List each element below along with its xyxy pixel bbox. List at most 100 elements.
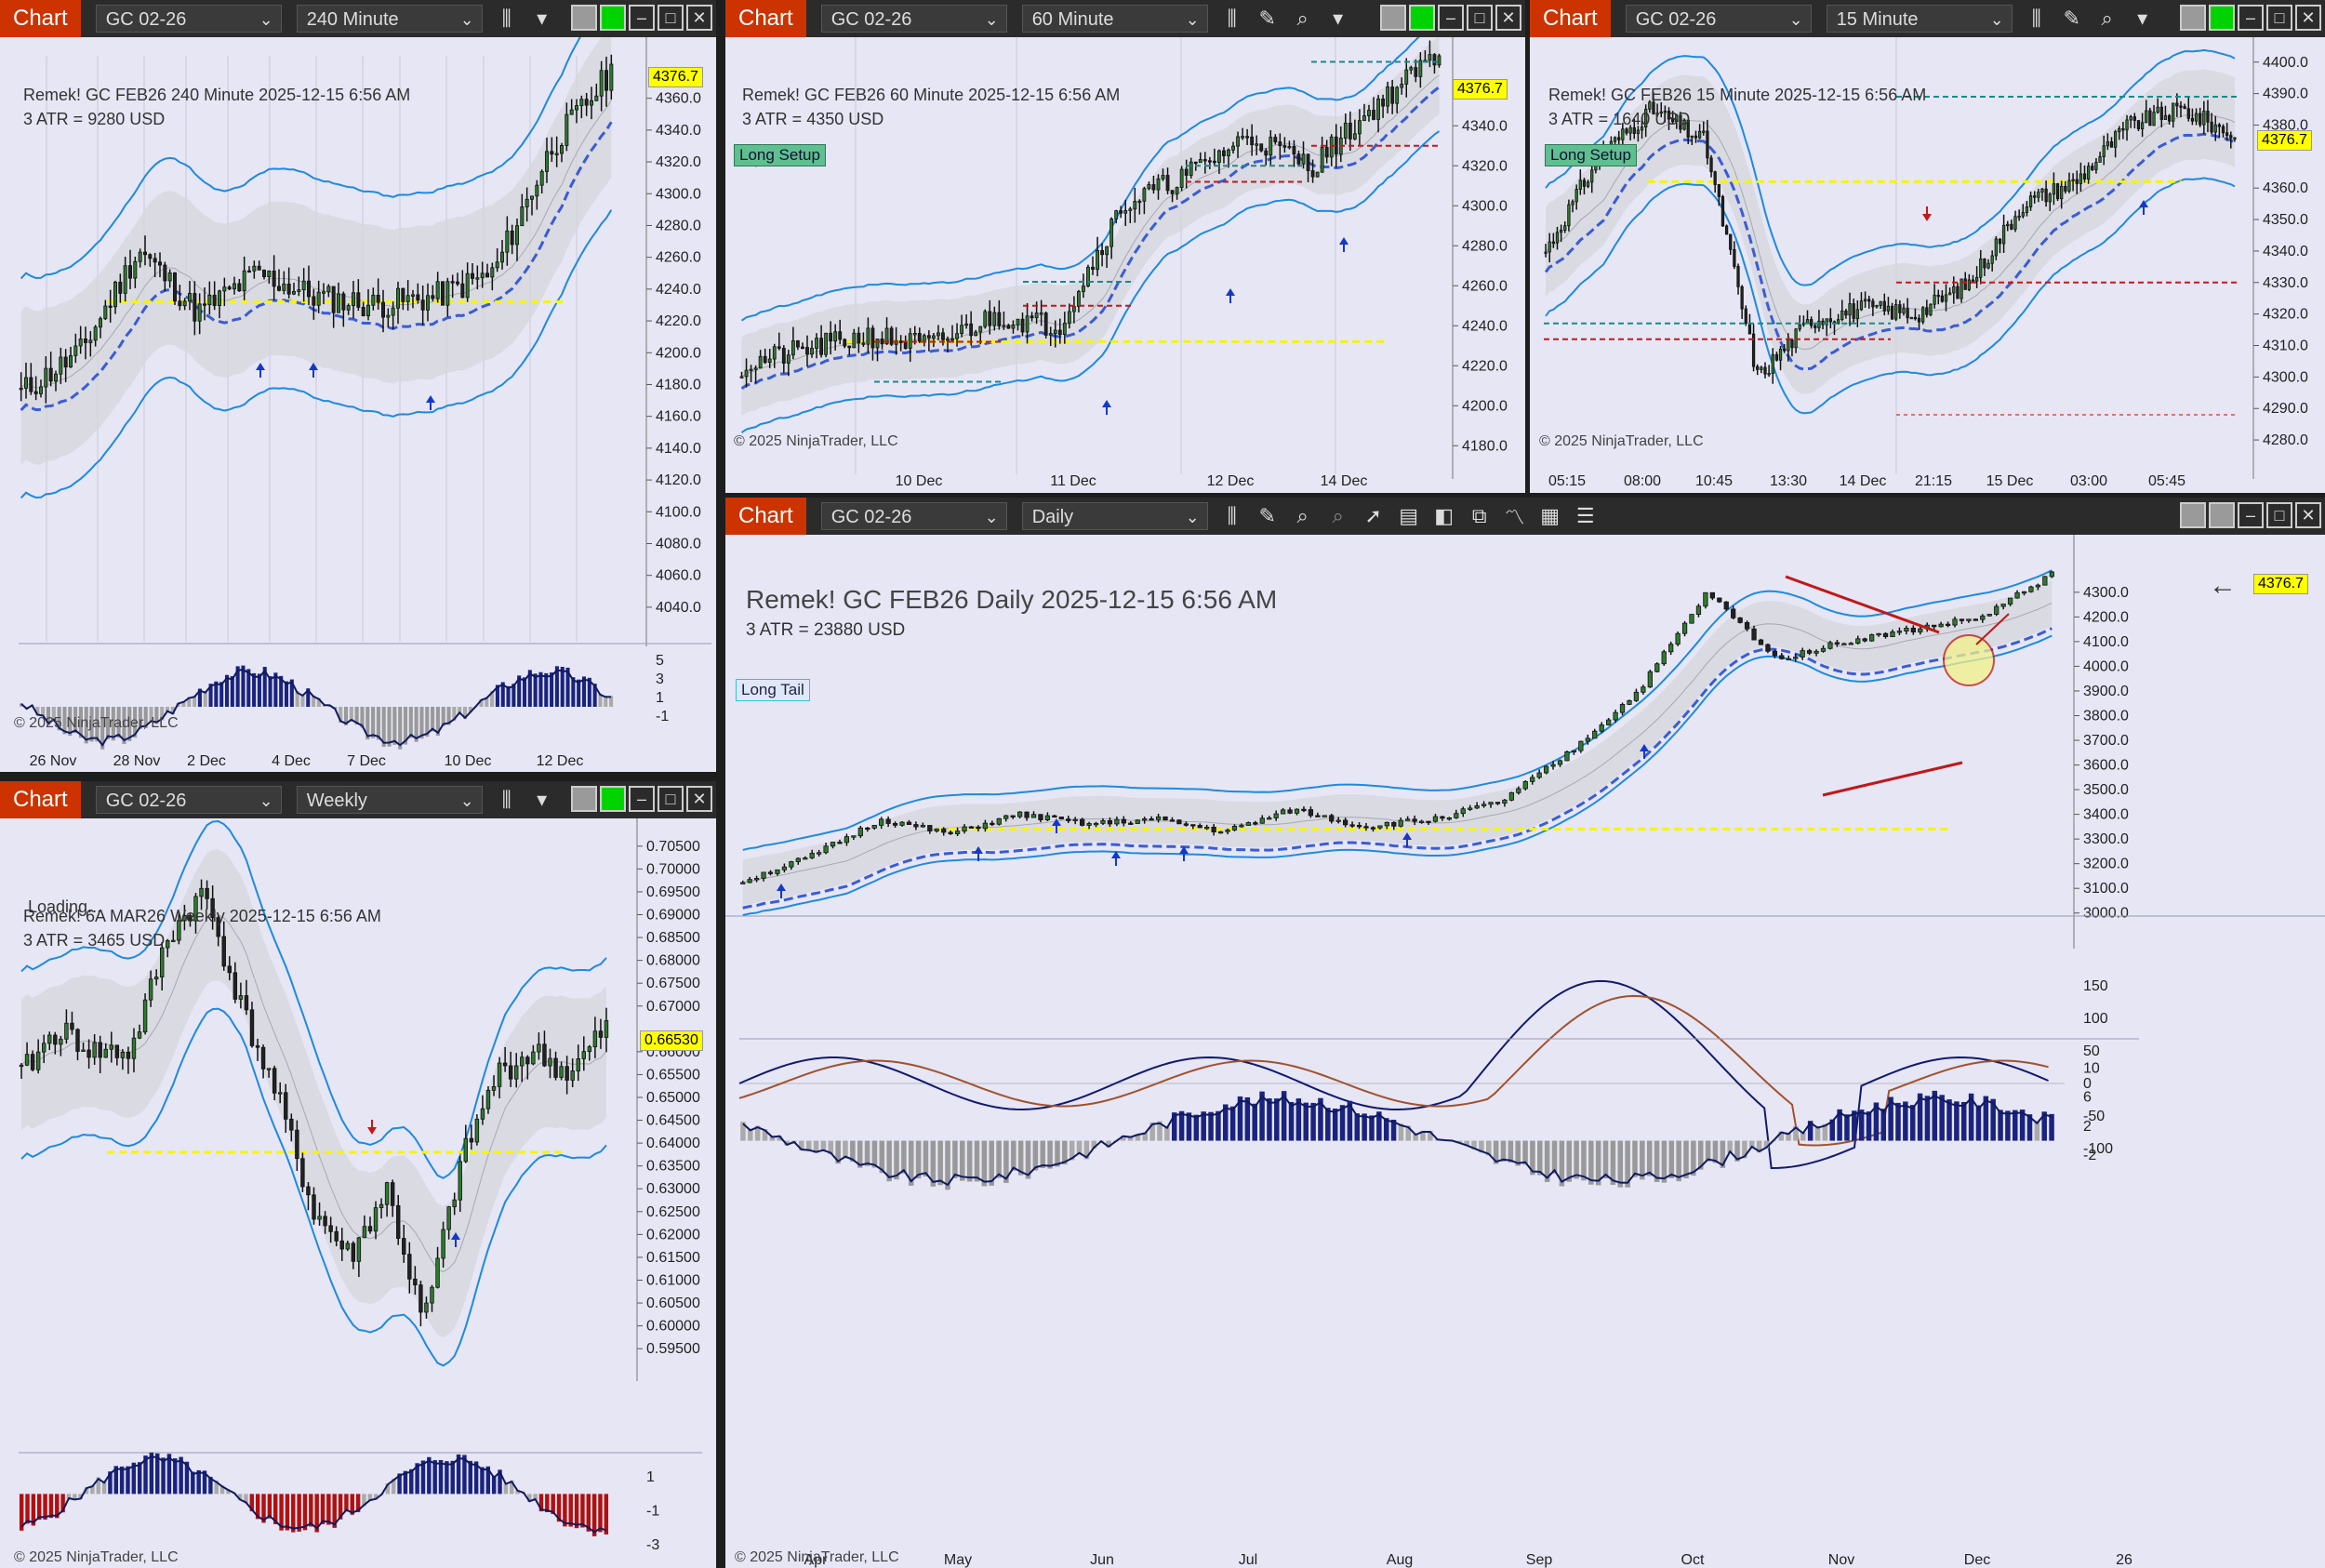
chart-plot-area[interactable]: 4300.0 4200.0 4100.0 4000.0 3900.0 3800.0 3700… (725, 535, 2325, 1568)
link-color-green-button[interactable] (1409, 5, 1435, 31)
chart-menu-button[interactable]: Chart (0, 781, 81, 818)
close-button[interactable]: ✕ (686, 5, 712, 31)
interval-selector[interactable]: 60 Minute ⌄ (1021, 5, 1208, 33)
chart-window-daily[interactable]: Chart GC 02-26 ⌄ Daily ⌄ ⫼ ✎ ⌕ ⌕ ➚ ▤ ◧ ⧉ 〽… (725, 498, 2325, 1568)
price-chart-svg[interactable]: 4300.0 4200.0 4100.0 4000.0 3900.0 3800.0 3700… (725, 535, 2325, 1568)
maximize-button[interactable]: □ (658, 786, 684, 812)
price-chart-svg[interactable]: 4400.0 4390.0 4380.0 4360.0 4350.0 4340.0 4330… (1530, 37, 2325, 493)
histogram-bar (581, 676, 587, 707)
drawing-tool-icon[interactable]: ✎ (2063, 7, 2080, 30)
chart-window-15min[interactable]: Chart GC 02-26 ⌄ 15 Minute ⌄ ⫼ ✎ ⌕ ▾ – □ ✕… (1530, 0, 2325, 493)
price-chart-svg[interactable]: 4360.04340.04320.04300.04280.04260.04240… (0, 37, 716, 772)
link-color-gray-button[interactable] (571, 5, 597, 31)
chevron-down-icon[interactable]: ▾ (537, 7, 548, 30)
interval-selector[interactable]: 240 Minute ⌄ (296, 5, 483, 33)
chart-plot-area[interactable]: 0.70500 0.70000 0.69500 0.69000 0.68500 0.680… (0, 818, 716, 1568)
chart-menu-button[interactable]: Chart (725, 0, 806, 37)
candle-body (2094, 162, 2098, 170)
minimize-button[interactable]: – (1438, 5, 1464, 31)
link-color-gray2-button[interactable] (2209, 502, 2235, 528)
histogram-bar (208, 1476, 213, 1495)
drawing-tool-icon[interactable]: ✎ (1258, 504, 1276, 527)
zoom-in-icon[interactable]: ⌕ (1296, 504, 1309, 527)
histogram-bar (268, 676, 272, 707)
chart-window-240min[interactable]: Chart GC 02-26 ⌄ 240 Minute ⌄ ⫼ ▾ – □ ✕ 43… (0, 0, 716, 772)
pointer-icon[interactable]: ➚ (1364, 504, 1382, 527)
interval-selector[interactable]: 15 Minute ⌄ (1826, 5, 2013, 33)
back-arrow-icon[interactable]: ← (2209, 570, 2237, 601)
bar-type-icon[interactable]: ⫼ (1227, 7, 1237, 30)
histogram-bar (312, 695, 316, 707)
candle-body (1778, 349, 1783, 361)
candle-body (1744, 622, 1750, 630)
chart-menu-button[interactable]: Chart (0, 0, 81, 37)
maximize-button[interactable]: □ (2266, 502, 2292, 528)
chevron-down-icon[interactable]: ▾ (537, 788, 548, 811)
chart-menu-button[interactable]: Chart (725, 498, 806, 535)
maximize-button[interactable]: □ (658, 5, 684, 31)
drawing-tool-icon[interactable]: ✎ (1258, 7, 1276, 30)
histogram-bar (165, 707, 170, 712)
price-chart-svg[interactable]: 4360.04340.04320.04300.04280.04260.04240… (725, 37, 1525, 493)
indicators-icon[interactable]: 〽 (1504, 506, 1525, 529)
zoom-out-icon[interactable]: ⌕ (1332, 504, 1344, 527)
candle-body (1644, 108, 1648, 127)
properties-icon[interactable]: ▦ (1540, 504, 1561, 527)
link-color-green-button[interactable] (600, 5, 626, 31)
maximize-button[interactable]: □ (2266, 5, 2292, 31)
instrument-selector[interactable]: GC 02-26 ⌄ (95, 786, 282, 814)
link-color-gray-button[interactable] (2180, 502, 2206, 528)
chart-plot-area[interactable]: 4360.04340.04320.04300.04280.04260.04240… (725, 37, 1525, 493)
link-color-green-button[interactable] (2209, 5, 2235, 31)
minimize-button[interactable]: – (2238, 5, 2264, 31)
zoom-icon[interactable]: ⌕ (2101, 7, 2113, 30)
chart-window-60min[interactable]: Chart GC 02-26 ⌄ 60 Minute ⌄ ⫼ ✎ ⌕ ▾ – □ ✕… (725, 0, 1525, 493)
templates-icon[interactable]: ◧ (1434, 504, 1455, 527)
histogram-bar (1602, 1140, 1609, 1179)
strategies-icon[interactable]: ⧉ (1471, 504, 1487, 527)
chart-window-weekly[interactable]: Chart GC 02-26 ⌄ Weekly ⌄ ⫼ ▾ – □ ✕ 0.7050… (0, 781, 716, 1568)
close-button[interactable]: ✕ (2295, 5, 2321, 31)
bar-type-icon[interactable]: ⫼ (501, 7, 512, 30)
interval-selector[interactable]: Weekly ⌄ (296, 786, 483, 814)
price-chart-svg[interactable]: 0.70500 0.70000 0.69500 0.69000 0.68500 0.680… (0, 818, 716, 1568)
histogram-bar (1873, 1102, 1880, 1141)
close-button[interactable]: ✕ (2295, 502, 2321, 528)
instrument-selector[interactable]: GC 02-26 ⌄ (820, 5, 1007, 33)
bar-type-icon[interactable]: ⫼ (1227, 504, 1237, 527)
instrument-selector[interactable]: GC 02-26 ⌄ (95, 5, 282, 33)
candle-body (590, 100, 594, 106)
bar-type-icon[interactable]: ⫼ (501, 788, 512, 811)
minimize-button[interactable]: – (2238, 502, 2264, 528)
minimize-button[interactable]: – (629, 5, 655, 31)
histogram-bar (915, 1140, 922, 1179)
window-buttons: – □ ✕ (571, 5, 712, 31)
bar-type-icon[interactable]: ⫼ (2031, 7, 2041, 30)
chart-menu-button[interactable]: Chart (1530, 0, 1611, 37)
link-color-gray-button[interactable] (571, 786, 597, 812)
chevron-down-icon[interactable]: ▾ (1333, 7, 1344, 30)
close-button[interactable]: ✕ (686, 786, 712, 812)
candle-body (992, 312, 997, 326)
instrument-selector[interactable]: GC 02-26 ⌄ (1625, 5, 1812, 33)
link-color-gray-button[interactable] (1380, 5, 1406, 31)
lower-band-line (740, 130, 1441, 433)
candle-body (1555, 232, 1560, 244)
annotation-circle (1943, 634, 1995, 686)
data-box-icon[interactable]: ▤ (1399, 504, 1419, 527)
close-button[interactable]: ✕ (1495, 5, 1521, 31)
candle-body (1724, 225, 1729, 235)
histogram-bar (568, 1494, 573, 1527)
candle-body (1625, 128, 1628, 134)
link-color-gray-button[interactable] (2180, 5, 2206, 31)
maximize-button[interactable]: □ (1467, 5, 1493, 31)
minimize-button[interactable]: – (629, 786, 655, 812)
instrument-selector[interactable]: GC 02-26 ⌄ (820, 502, 1007, 530)
interval-selector[interactable]: Daily ⌄ (1021, 502, 1208, 530)
chevron-down-icon[interactable]: ▾ (2137, 7, 2148, 30)
zoom-icon[interactable]: ⌕ (1296, 7, 1309, 30)
link-color-green-button[interactable] (600, 786, 626, 812)
list-icon[interactable]: ☰ (1575, 504, 1595, 527)
chart-plot-area[interactable]: 4400.0 4390.0 4380.0 4360.0 4350.0 4340.0 4330… (1530, 37, 2325, 493)
